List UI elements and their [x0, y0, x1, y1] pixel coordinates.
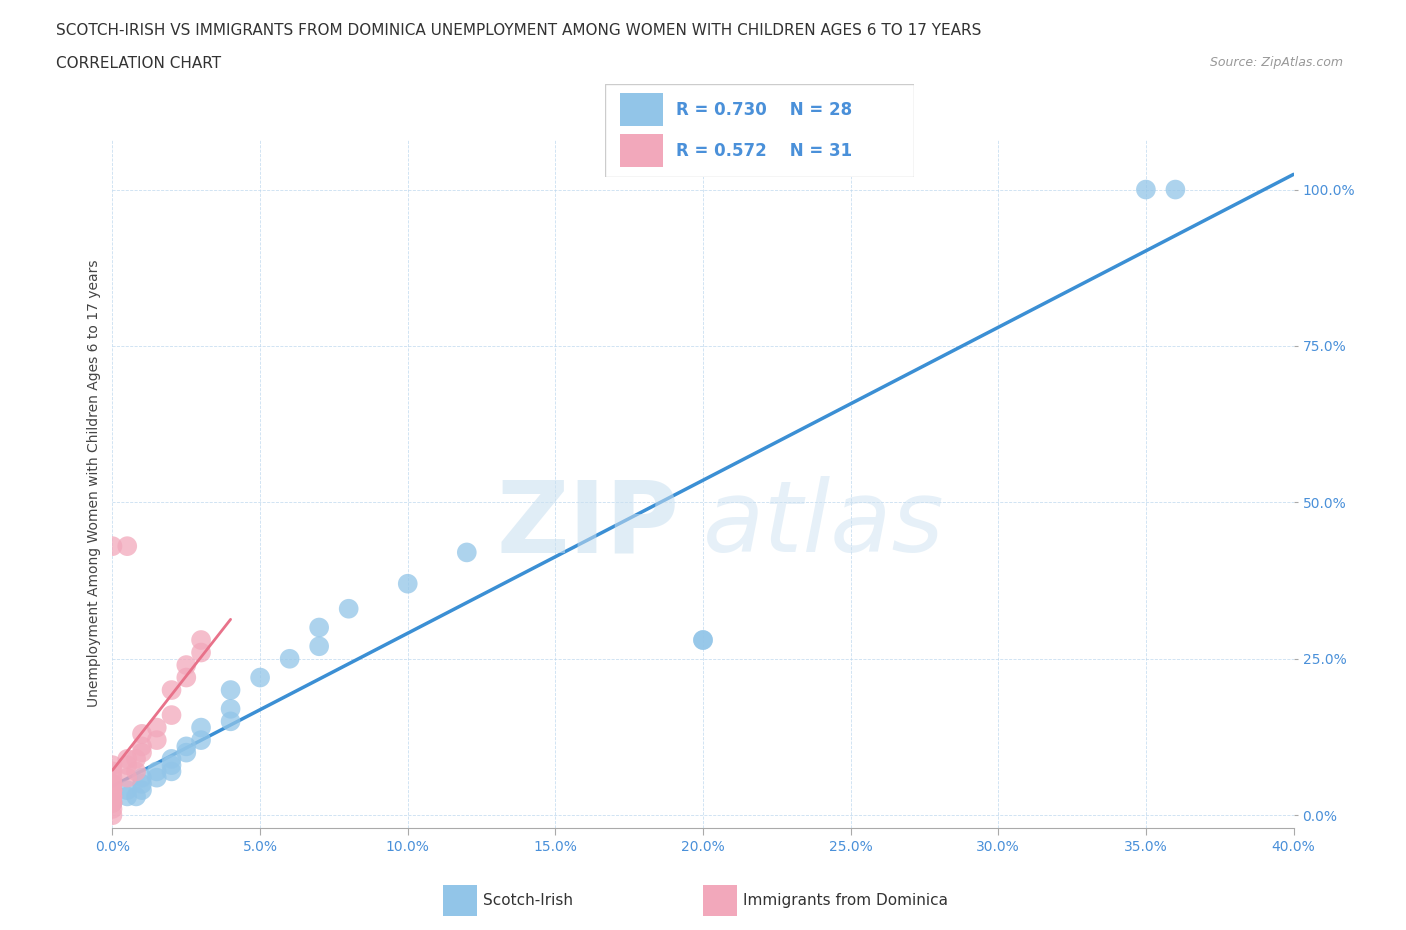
Y-axis label: Unemployment Among Women with Children Ages 6 to 17 years: Unemployment Among Women with Children A…: [87, 259, 101, 708]
Point: [456, 545, 478, 560]
Text: R = 0.572    N = 31: R = 0.572 N = 31: [676, 141, 852, 160]
Point: [131, 726, 153, 741]
Point: [174, 745, 197, 760]
Point: [117, 783, 138, 798]
Point: [131, 745, 153, 760]
Point: [190, 645, 212, 660]
Point: [125, 789, 148, 804]
Bar: [443, 885, 477, 916]
Point: [219, 683, 242, 698]
Point: [160, 751, 183, 766]
Point: [308, 639, 330, 654]
Point: [160, 683, 183, 698]
Point: [146, 720, 169, 735]
Point: [160, 758, 183, 773]
Point: [249, 671, 271, 685]
Point: [190, 720, 212, 735]
Text: R = 0.730    N = 28: R = 0.730 N = 28: [676, 100, 852, 119]
Point: [190, 632, 212, 647]
Point: [101, 538, 124, 553]
Point: [117, 789, 138, 804]
Point: [174, 739, 197, 754]
Point: [146, 770, 169, 785]
Point: [101, 758, 124, 773]
Point: [101, 777, 124, 791]
Point: [160, 708, 183, 723]
Bar: [620, 134, 664, 167]
Text: SCOTCH-IRISH VS IMMIGRANTS FROM DOMINICA UNEMPLOYMENT AMONG WOMEN WITH CHILDREN : SCOTCH-IRISH VS IMMIGRANTS FROM DOMINICA…: [56, 23, 981, 38]
Point: [101, 808, 124, 823]
FancyBboxPatch shape: [605, 84, 914, 177]
Point: [131, 770, 153, 785]
Text: atlas: atlas: [703, 476, 945, 574]
Point: [1135, 182, 1157, 197]
Point: [337, 602, 360, 617]
Point: [117, 758, 138, 773]
Bar: [703, 885, 737, 916]
Bar: [620, 93, 664, 126]
Point: [101, 783, 124, 798]
Point: [101, 770, 124, 785]
Point: [146, 764, 169, 778]
Text: CORRELATION CHART: CORRELATION CHART: [56, 56, 221, 71]
Text: ZIP: ZIP: [496, 476, 679, 574]
Point: [125, 764, 148, 778]
Point: [101, 789, 124, 804]
Point: [101, 777, 124, 791]
Point: [146, 733, 169, 748]
Point: [131, 777, 153, 791]
Point: [117, 538, 138, 553]
Text: Immigrants from Dominica: Immigrants from Dominica: [744, 894, 948, 909]
Text: Source: ZipAtlas.com: Source: ZipAtlas.com: [1209, 56, 1343, 69]
Point: [692, 632, 714, 647]
Point: [174, 671, 197, 685]
Point: [160, 764, 183, 778]
Point: [101, 783, 124, 798]
Point: [131, 739, 153, 754]
Point: [101, 802, 124, 817]
Point: [396, 577, 419, 591]
Point: [308, 620, 330, 635]
Point: [278, 651, 301, 666]
Text: Scotch-Irish: Scotch-Irish: [484, 894, 574, 909]
Point: [190, 733, 212, 748]
Point: [101, 795, 124, 810]
Point: [692, 632, 714, 647]
Point: [125, 751, 148, 766]
Point: [101, 795, 124, 810]
Point: [219, 714, 242, 729]
Point: [174, 658, 197, 672]
Point: [101, 764, 124, 778]
Point: [131, 783, 153, 798]
Point: [117, 770, 138, 785]
Point: [101, 789, 124, 804]
Point: [1164, 182, 1187, 197]
Point: [219, 701, 242, 716]
Point: [117, 751, 138, 766]
Point: [101, 795, 124, 810]
